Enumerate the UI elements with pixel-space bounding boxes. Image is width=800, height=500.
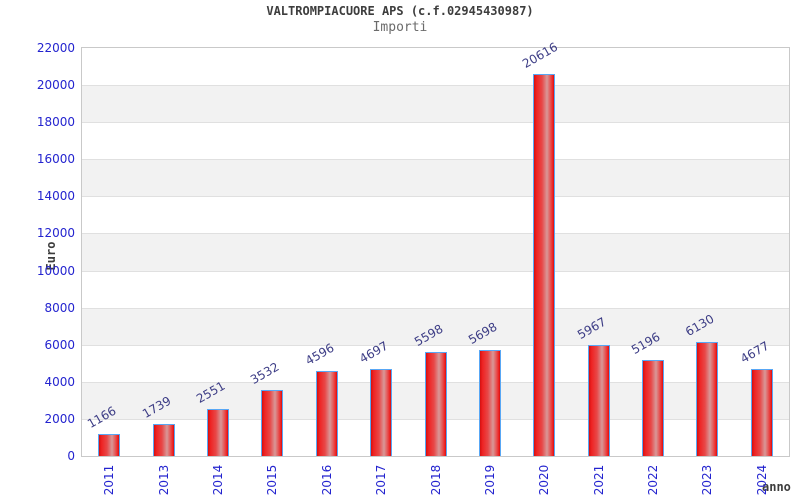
grid-band xyxy=(82,159,789,197)
grid-band xyxy=(82,196,789,234)
grid-band xyxy=(82,233,789,271)
x-tick-label: 2017 xyxy=(374,464,389,496)
x-axis-title: anno xyxy=(762,480,791,494)
grid-band xyxy=(82,85,789,123)
x-tick-label: 2020 xyxy=(537,464,552,496)
x-tick-label: 2016 xyxy=(319,464,334,496)
bar xyxy=(261,390,284,456)
y-tick-label: 10000 xyxy=(36,263,75,278)
grid-band xyxy=(82,307,789,345)
y-tick-label: 2000 xyxy=(44,411,75,426)
chart-title: VALTROMPIACUORE APS (c.f.02945430987) xyxy=(266,4,534,18)
bar xyxy=(315,370,338,456)
bar xyxy=(478,350,501,456)
x-tick-label: 2019 xyxy=(482,464,497,496)
y-tick-label: 14000 xyxy=(36,189,75,204)
plot-area: 1166 1739 2551 3532 4596 4697 5598 5698 20616 596… xyxy=(81,39,790,457)
x-tick-label: 2022 xyxy=(646,464,661,496)
y-tick-label: 6000 xyxy=(44,337,75,352)
bar xyxy=(642,359,665,456)
bar xyxy=(587,345,610,456)
x-tick-label: 2015 xyxy=(265,464,280,496)
bar xyxy=(152,423,175,456)
chart-subtitle: Importi xyxy=(372,20,428,35)
bar xyxy=(696,342,719,456)
y-tick-label: 12000 xyxy=(36,226,75,241)
bar xyxy=(533,73,556,456)
y-tick-label: 16000 xyxy=(36,152,75,167)
bar xyxy=(370,368,393,456)
y-tick-label: 18000 xyxy=(36,115,75,130)
y-tick-label: 4000 xyxy=(44,374,75,389)
bar xyxy=(98,434,121,456)
x-tick-label: 2021 xyxy=(591,464,606,496)
grid-band xyxy=(82,48,789,86)
y-tick-label: 0 xyxy=(67,449,75,463)
grid-band xyxy=(82,270,789,308)
x-tick-label: 2018 xyxy=(428,464,443,496)
grid-band xyxy=(82,122,789,160)
x-tick-label: 2024 xyxy=(754,464,769,496)
y-tick-label: 22000 xyxy=(36,41,75,55)
x-tick-label: 2013 xyxy=(156,464,171,496)
bar xyxy=(206,408,229,456)
bar xyxy=(750,369,773,456)
bar xyxy=(424,352,447,456)
x-tick-label: 2023 xyxy=(700,464,715,496)
x-tick-label: 2014 xyxy=(210,464,225,496)
y-tick-label: 8000 xyxy=(44,300,75,315)
x-tick-label: 2011 xyxy=(102,464,117,496)
y-tick-label: 20000 xyxy=(36,78,75,93)
